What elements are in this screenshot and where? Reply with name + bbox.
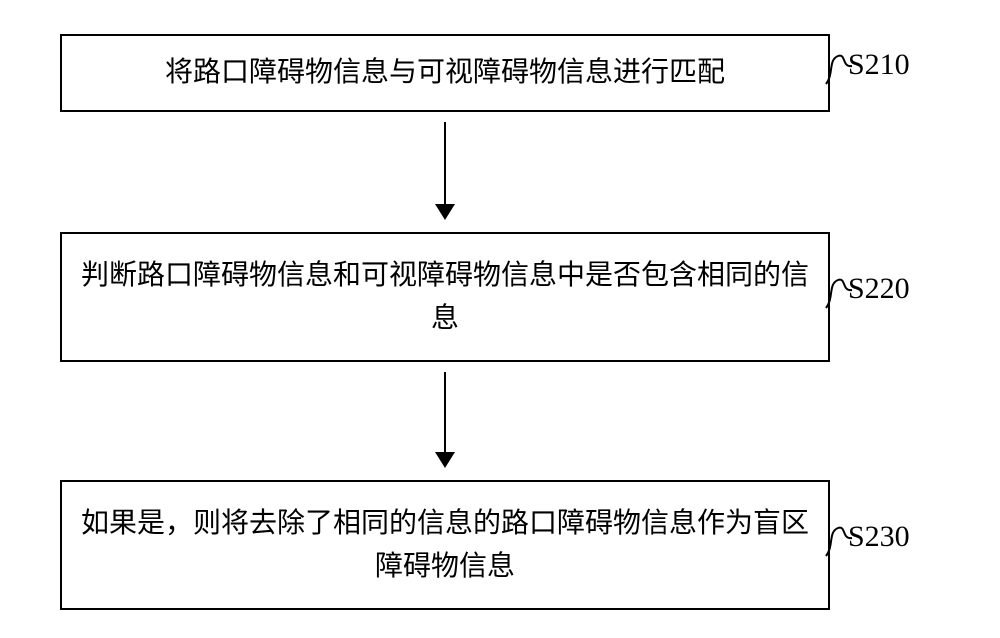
arrow-line	[444, 122, 446, 204]
flow-step-text: 如果是，则将去除了相同的信息的路口障碍物信息作为盲区障碍物信息	[62, 502, 828, 589]
flow-step-s210: 将路口障碍物信息与可视障碍物信息进行匹配	[60, 34, 830, 112]
flow-step-s220: 判断路口障碍物信息和可视障碍物信息中是否包含相同的信息	[60, 232, 830, 362]
flow-step-text: 判断路口障碍物信息和可视障碍物信息中是否包含相同的信息	[62, 254, 828, 341]
label-connector	[824, 44, 854, 86]
label-connector	[824, 268, 854, 310]
label-connector	[824, 516, 854, 558]
flow-step-text: 将路口障碍物信息与可视障碍物信息进行匹配	[62, 51, 828, 94]
flowchart-canvas: 将路口障碍物信息与可视障碍物信息进行匹配 S210 判断路口障碍物信息和可视障碍物信…	[0, 0, 1000, 638]
arrow-line	[444, 372, 446, 452]
step-label-s210: S210	[848, 48, 910, 82]
step-label-s220: S220	[848, 272, 910, 306]
flow-step-s230: 如果是，则将去除了相同的信息的路口障碍物信息作为盲区障碍物信息	[60, 480, 830, 610]
arrow-head-icon	[435, 204, 455, 220]
arrow-head-icon	[435, 452, 455, 468]
step-label-s230: S230	[848, 520, 910, 554]
